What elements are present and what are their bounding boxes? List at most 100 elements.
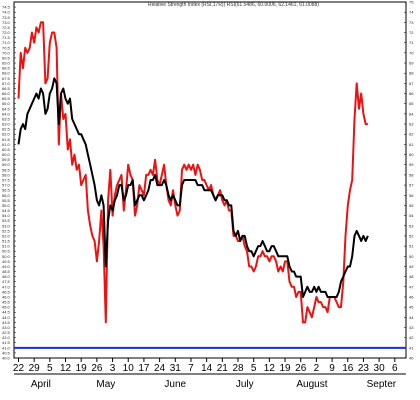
right-tick-label: 48 — [409, 274, 414, 279]
x-tick-label: 22 — [13, 363, 25, 374]
month-label: August — [296, 379, 327, 390]
x-tick-label: 7 — [188, 363, 194, 374]
right-tick-label: 52 — [409, 233, 414, 238]
left-tick-label: 54.5 — [2, 208, 11, 213]
left-tick-label: 45.5 — [2, 300, 11, 305]
right-tick-label: 50 — [409, 254, 414, 259]
left-tick-label: 66.0 — [2, 91, 11, 96]
right-tick-label: 40 — [409, 356, 414, 361]
left-axis: 74.574.073.573.072.572.071.571.070.570.0… — [2, 5, 16, 361]
right-tick-label: 49 — [409, 264, 414, 269]
x-tick-label: 17 — [138, 363, 150, 374]
x-tick-label: 5 — [251, 363, 257, 374]
right-tick-label: 57 — [409, 183, 414, 188]
left-tick-label: 50.0 — [2, 254, 11, 259]
x-tick-label: 6 — [392, 363, 398, 374]
right-tick-label: 70 — [409, 50, 414, 55]
left-tick-label: 46.0 — [2, 294, 11, 299]
series-group — [17, 21, 369, 324]
left-tick-label: 62.0 — [2, 132, 11, 137]
left-tick-label: 59.0 — [2, 162, 11, 167]
x-axis: 22 29 5 12 19 26 3 10 17 24 31 7 14 21 28 5 12 19 26 2 9 16 23… — [13, 357, 406, 375]
right-tick-label: 69 — [409, 61, 414, 66]
right-tick-label: 61 — [409, 142, 414, 147]
right-tick-label: 71 — [409, 40, 414, 45]
left-tick-label: 47.0 — [2, 284, 11, 289]
left-tick-label: 44.0 — [2, 315, 11, 320]
left-tick-label: 73.0 — [2, 20, 11, 25]
left-tick-label: 64.0 — [2, 111, 11, 116]
left-tick-label: 58.0 — [2, 172, 11, 177]
left-tick-label: 71.5 — [2, 35, 11, 40]
left-tick-label: 51.5 — [2, 239, 11, 244]
left-tick-label: 58.5 — [2, 167, 11, 172]
left-tick-label: 69.5 — [2, 55, 11, 60]
left-tick-label: 40.0 — [2, 356, 11, 361]
left-tick-label: 69.0 — [2, 61, 11, 66]
left-tick-label: 52.0 — [2, 233, 11, 238]
x-tick-label: 19 — [279, 363, 291, 374]
left-tick-label: 65.0 — [2, 101, 11, 106]
x-tick-label: 24 — [154, 363, 166, 374]
x-tick-label: 3 — [110, 363, 116, 374]
left-tick-label: 41.0 — [2, 345, 11, 350]
right-tick-label: 51 — [409, 244, 414, 249]
right-tick-label: 72 — [409, 30, 414, 35]
right-tick-label: 44 — [409, 315, 414, 320]
x-tick-label: 21 — [217, 363, 229, 374]
right-tick-label: 41 — [409, 345, 414, 350]
plot-border — [13, 1, 407, 359]
right-tick-label: 67 — [409, 81, 414, 86]
left-tick-label: 56.0 — [2, 193, 11, 198]
month-label: Septer — [367, 379, 397, 390]
series-line-2 — [17, 77, 369, 298]
month-label: July — [236, 379, 254, 390]
month-label: May — [96, 379, 115, 390]
left-tick-label: 71.0 — [2, 40, 11, 45]
right-tick-label: 59 — [409, 162, 414, 167]
chart-title: Relative Strength Index (RSI,17R)) RSI(6… — [148, 2, 319, 8]
left-tick-label: 48.5 — [2, 269, 11, 274]
left-tick-label: 57.0 — [2, 183, 11, 188]
left-tick-label: 72.0 — [2, 30, 11, 35]
left-tick-label: 60.0 — [2, 152, 11, 157]
month-label: June — [164, 379, 186, 390]
left-tick-label: 45.0 — [2, 305, 11, 310]
right-tick-label: 47 — [409, 284, 414, 289]
x-tick-label: 30 — [374, 363, 386, 374]
x-tick-label: 29 — [29, 363, 41, 374]
left-tick-label: 42.5 — [2, 330, 11, 335]
left-tick-label: 43.5 — [2, 320, 11, 325]
left-tick-label: 68.0 — [2, 71, 11, 76]
x-tick-label: 5 — [47, 363, 53, 374]
left-tick-label: 54.0 — [2, 213, 11, 218]
x-tick-label: 31 — [170, 363, 182, 374]
left-tick-label: 48.0 — [2, 274, 11, 279]
x-tick-label: 12 — [264, 363, 276, 374]
left-tick-label: 53.5 — [2, 218, 11, 223]
right-tick-label: 58 — [409, 172, 414, 177]
left-tick-label: 74.5 — [2, 5, 11, 10]
right-tick-label: 60 — [409, 152, 414, 157]
left-tick-label: 55.5 — [2, 198, 11, 203]
left-tick-label: 47.5 — [2, 279, 11, 284]
left-tick-label: 52.5 — [2, 228, 11, 233]
left-tick-label: 62.5 — [2, 127, 11, 132]
left-tick-label: 42.0 — [2, 335, 11, 340]
x-tick-label: 10 — [123, 363, 135, 374]
right-tick-label: 75 — [409, 0, 414, 5]
left-tick-label: 49.0 — [2, 264, 11, 269]
left-tick-label: 43.0 — [2, 325, 11, 330]
left-tick-label: 72.5 — [2, 25, 11, 30]
right-tick-label: 66 — [409, 91, 414, 96]
left-tick-label: 44.5 — [2, 310, 11, 315]
left-tick-label: 41.5 — [2, 340, 11, 345]
left-tick-label: 46.5 — [2, 289, 11, 294]
left-tick-label: 53.0 — [2, 223, 11, 228]
right-tick-label: 46 — [409, 294, 414, 299]
right-tick-label: 74 — [409, 10, 414, 15]
left-tick-label: 61.0 — [2, 142, 11, 147]
plot-frame — [13, 1, 407, 359]
x-tick-label: 2 — [314, 363, 320, 374]
left-tick-label: 65.5 — [2, 96, 11, 101]
